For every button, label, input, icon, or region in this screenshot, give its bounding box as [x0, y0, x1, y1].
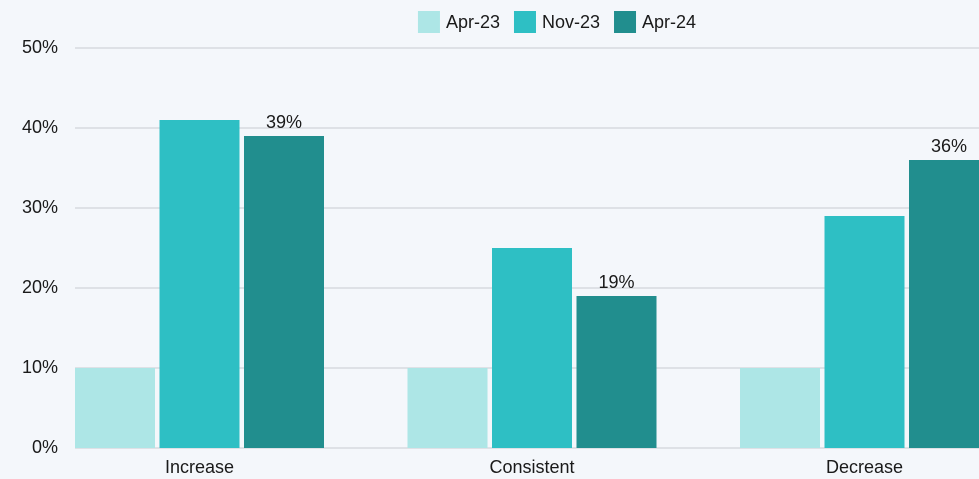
- bar: [159, 120, 240, 448]
- bar: [244, 136, 324, 448]
- legend-swatch: [417, 11, 440, 33]
- legend-item: Nov-23: [513, 11, 600, 33]
- legend-label: Nov-23: [542, 12, 600, 32]
- data-label: 36%: [931, 136, 967, 156]
- bar: [824, 216, 905, 448]
- legend-item: Apr-24: [614, 11, 696, 33]
- bar: [492, 248, 572, 448]
- bar: [576, 296, 657, 448]
- legend-swatch: [614, 11, 637, 33]
- bar: [740, 368, 820, 448]
- x-tick-label: Increase: [165, 457, 234, 477]
- y-tick-label: 40%: [22, 117, 58, 137]
- y-tick-label: 20%: [22, 277, 58, 297]
- y-tick-label: 50%: [22, 37, 58, 57]
- x-tick-label: Consistent: [489, 457, 574, 477]
- bar: [407, 368, 488, 448]
- y-tick-label: 10%: [22, 357, 58, 377]
- data-label: 19%: [598, 272, 634, 292]
- legend-item: Apr-23: [417, 11, 500, 33]
- bar: [909, 160, 979, 448]
- legend-label: Apr-23: [446, 12, 500, 32]
- bar: [75, 368, 155, 448]
- x-tick-label: Decrease: [826, 457, 903, 477]
- legend-label: Apr-24: [642, 12, 696, 32]
- y-tick-label: 0%: [32, 437, 58, 457]
- y-tick-label: 30%: [22, 197, 58, 217]
- legend-swatch: [513, 11, 536, 33]
- data-label: 39%: [266, 112, 302, 132]
